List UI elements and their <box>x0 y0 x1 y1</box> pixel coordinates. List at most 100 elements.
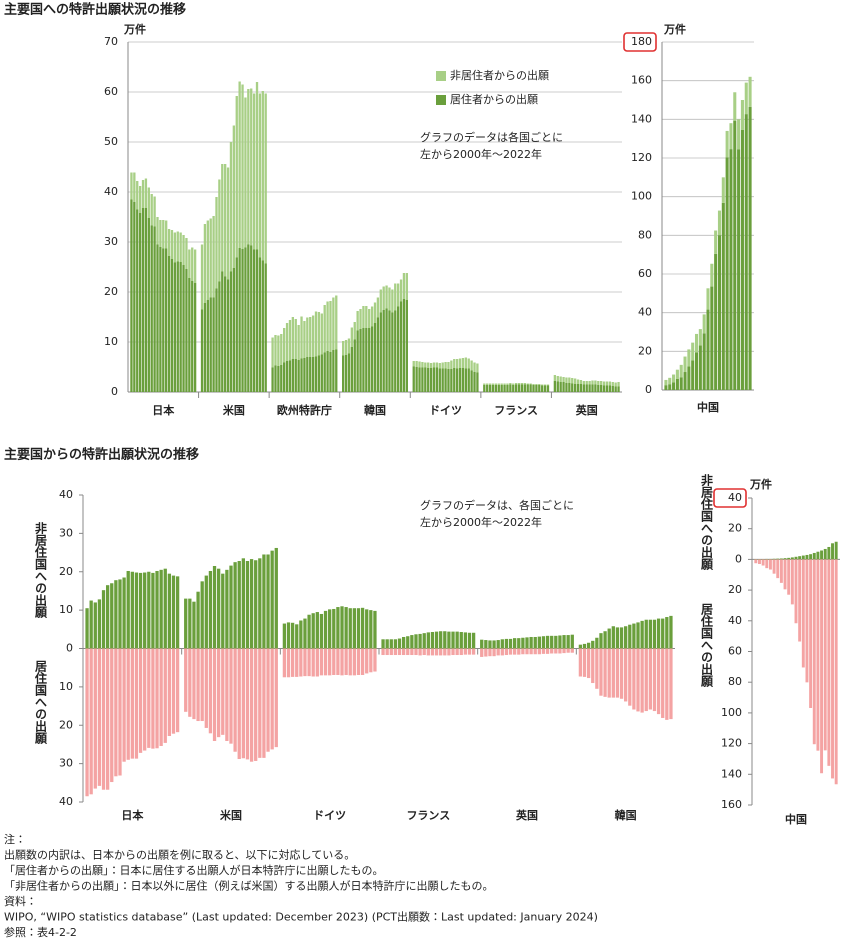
bar <box>192 601 196 649</box>
bar-segment <box>329 301 332 352</box>
bar-segment <box>342 355 345 392</box>
bar-segment <box>415 367 418 392</box>
bar <box>790 557 794 560</box>
bar-segment <box>509 383 512 385</box>
bar-segment <box>441 368 444 392</box>
bar-segment <box>191 247 194 281</box>
x-tick-label: 日本 <box>152 403 175 417</box>
bar-segment <box>532 385 535 392</box>
bar <box>97 599 102 649</box>
bar <box>447 648 451 656</box>
bar-segment <box>182 265 185 392</box>
bar-segment <box>438 363 441 369</box>
bar-segment <box>526 384 529 392</box>
bar-segment <box>396 306 400 392</box>
bar-segment <box>461 358 465 368</box>
bar <box>192 648 196 720</box>
bar <box>521 648 525 655</box>
bar <box>776 558 780 560</box>
bar <box>122 648 126 762</box>
bar <box>562 635 566 649</box>
bar-segment <box>224 276 227 392</box>
bar <box>340 648 344 676</box>
bar-segment <box>221 271 224 392</box>
bar <box>365 609 369 649</box>
bar-segment <box>294 319 297 359</box>
bar-segment <box>344 355 348 392</box>
bar <box>463 648 468 655</box>
bar <box>221 648 225 735</box>
bar-segment <box>494 385 498 392</box>
bar-segment <box>744 114 748 390</box>
bar-segment <box>520 383 524 385</box>
bar-segment <box>687 349 691 367</box>
bar-segment <box>470 360 473 371</box>
bar <box>665 648 669 720</box>
bar-segment <box>385 285 388 309</box>
bar-segment <box>546 385 550 392</box>
bar <box>381 639 385 649</box>
bar <box>632 648 636 710</box>
bar-segment <box>483 383 486 385</box>
bar-segment <box>497 383 500 385</box>
bar <box>225 648 229 741</box>
bar-segment <box>679 364 683 378</box>
bar-segment <box>261 260 264 392</box>
bar <box>184 598 188 649</box>
bar <box>521 637 525 649</box>
bar-segment <box>153 196 156 227</box>
bar <box>159 648 163 746</box>
y-tick-label: 20 <box>104 285 118 298</box>
bar <box>480 648 484 657</box>
bar <box>385 639 389 649</box>
bar <box>772 559 776 574</box>
bar <box>266 648 270 752</box>
bar <box>644 648 648 712</box>
bar-segment <box>486 383 489 385</box>
bar <box>258 648 262 758</box>
bar <box>319 613 324 649</box>
bar <box>611 626 615 649</box>
bar-segment <box>725 130 729 158</box>
bar <box>175 576 180 649</box>
bar-segment <box>729 123 733 150</box>
bar-segment <box>359 329 362 392</box>
bar-segment <box>591 384 594 392</box>
bar <box>615 627 620 649</box>
bar <box>496 640 500 649</box>
bar-segment <box>675 369 679 379</box>
bar <box>628 624 632 649</box>
bar <box>171 648 176 734</box>
bar-segment <box>571 383 574 392</box>
bar <box>611 648 615 698</box>
bar-segment <box>206 220 209 300</box>
bar-segment <box>506 383 509 385</box>
bar <box>356 608 361 649</box>
bar-segment <box>691 342 695 361</box>
bar-segment <box>147 218 150 392</box>
bar <box>820 550 824 560</box>
bar-segment <box>497 385 500 392</box>
bar <box>787 559 791 595</box>
bar <box>270 648 274 750</box>
bar <box>101 648 106 790</box>
bar-segment <box>512 383 515 385</box>
bar <box>558 648 562 654</box>
bar-segment <box>226 167 230 280</box>
bar <box>245 648 250 760</box>
bar <box>459 648 463 656</box>
bar-segment <box>529 384 532 392</box>
chart-title: 主要国からの特許出願状況の推移 <box>4 447 199 463</box>
bar-segment <box>311 315 315 357</box>
bar <box>163 648 167 743</box>
bar-segment <box>365 328 368 392</box>
bar-segment <box>594 384 597 392</box>
bar-segment <box>317 355 321 392</box>
x-tick-label: 中国 <box>697 400 719 414</box>
x-tick-label: 韓国 <box>364 403 386 417</box>
bar-segment <box>744 82 748 115</box>
bar-segment <box>300 316 303 359</box>
bar-segment <box>503 383 506 385</box>
bar-segment <box>494 383 498 385</box>
bar <box>229 648 233 744</box>
